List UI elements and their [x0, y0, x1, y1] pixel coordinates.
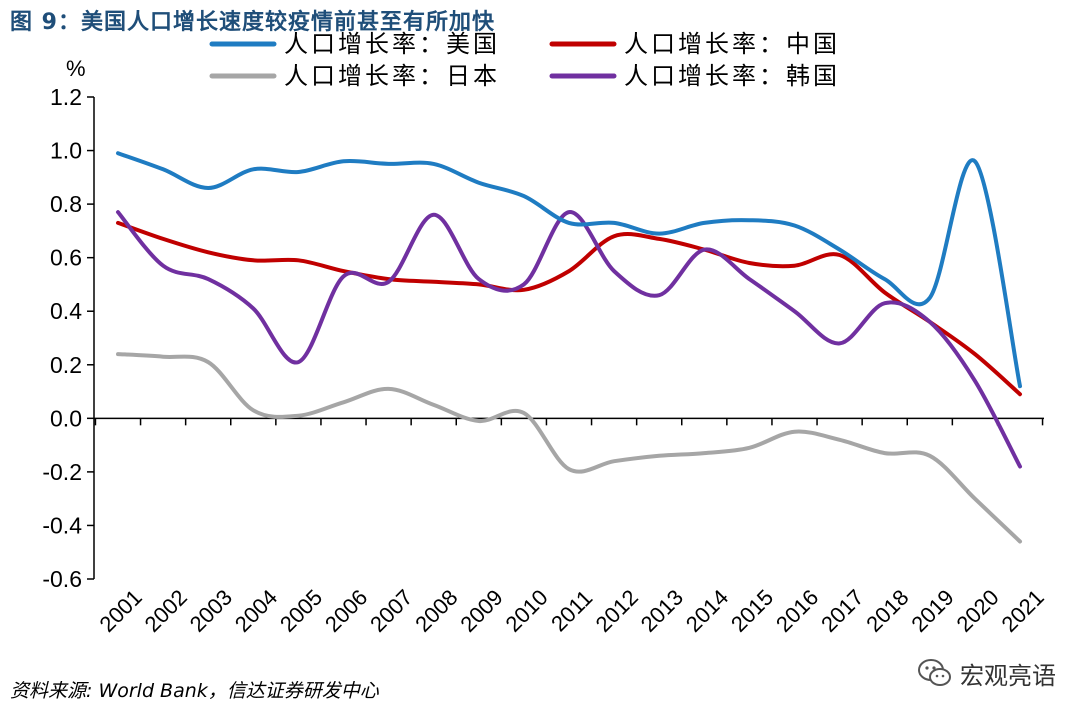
source-note: 资料来源: World Bank，信达证券研发中心 — [10, 680, 379, 702]
chart-title: 图 9：美国人口增长速度较疫情前甚至有所加快 — [10, 10, 495, 35]
y-tick-label: 1.0 — [50, 138, 82, 164]
series-line-2 — [116, 352, 1022, 544]
y-tick-label: 0.6 — [50, 245, 82, 271]
y-tick-label: 0.8 — [50, 191, 82, 217]
legend-label-1: 人口增长率：中国 — [624, 30, 840, 58]
x-tick-label: 2015 — [726, 585, 778, 637]
x-tick-label: 2005 — [275, 585, 327, 637]
x-tick-label: 2014 — [681, 585, 733, 637]
watermark: 宏观亮语 — [918, 655, 1056, 691]
y-axis-unit-label: % — [66, 56, 86, 81]
axes: 1.21.00.80.60.40.20.0-0.2-0.4-0.62001200… — [42, 84, 1048, 637]
series-line-3 — [116, 210, 1022, 469]
x-tick-label: 2019 — [906, 585, 958, 637]
x-tick-label: 2009 — [455, 585, 507, 637]
x-tick-label: 2012 — [591, 585, 643, 637]
y-tick-label: 0.4 — [50, 298, 82, 324]
y-tick-label: 0.2 — [50, 352, 82, 378]
x-tick-label: 2017 — [816, 585, 868, 637]
series-layer — [116, 151, 1022, 544]
series-line-1 — [116, 220, 1022, 397]
y-tick-label: 0.0 — [50, 405, 82, 431]
wechat-icon — [918, 659, 951, 686]
x-tick-label: 2006 — [320, 585, 372, 637]
x-tick-label: 2021 — [997, 585, 1049, 637]
x-tick-label: 2011 — [546, 585, 597, 636]
x-tick-label: 2001 — [95, 585, 147, 637]
x-tick-label: 2010 — [500, 585, 552, 637]
y-tick-label: -0.2 — [42, 459, 82, 485]
x-tick-label: 2008 — [410, 585, 462, 637]
y-tick-label: -0.4 — [42, 512, 82, 538]
y-tick-label: -0.6 — [42, 566, 82, 592]
x-tick-label: 2016 — [771, 585, 823, 637]
x-tick-label: 2007 — [365, 585, 417, 637]
x-tick-label: 2002 — [140, 585, 192, 637]
y-tick-label: 1.2 — [50, 84, 82, 110]
legend-label-0: 人口增长率：美国 — [284, 30, 500, 58]
series-line-0 — [116, 151, 1022, 389]
legend-label-2: 人口增长率：日本 — [284, 62, 500, 90]
watermark-text: 宏观亮语 — [960, 661, 1056, 690]
x-tick-label: 2013 — [636, 585, 688, 637]
x-tick-label: 2003 — [185, 585, 237, 637]
x-tick-label: 2020 — [951, 585, 1003, 637]
x-tick-label: 2004 — [230, 585, 282, 637]
x-tick-label: 2018 — [861, 585, 913, 637]
legend-label-3: 人口增长率：韩国 — [624, 62, 840, 90]
